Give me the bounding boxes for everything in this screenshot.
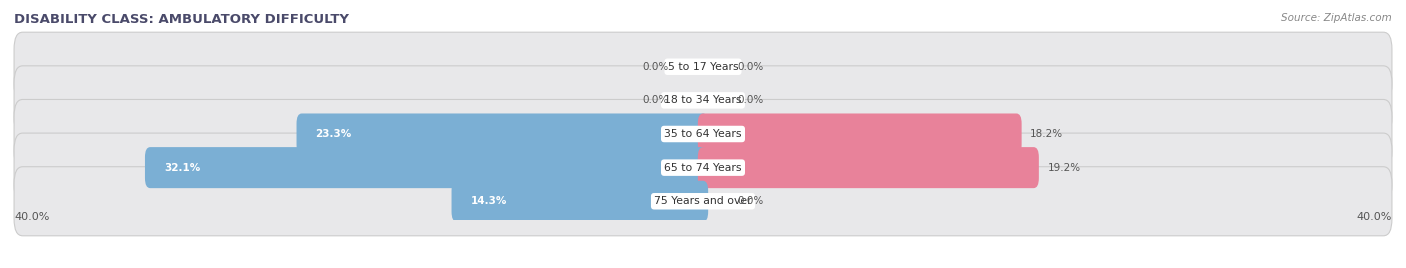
Text: 0.0%: 0.0% [643, 62, 669, 72]
Text: 40.0%: 40.0% [1357, 213, 1392, 222]
FancyBboxPatch shape [14, 167, 1392, 236]
Text: 0.0%: 0.0% [738, 196, 763, 206]
FancyBboxPatch shape [697, 147, 1039, 188]
Text: 0.0%: 0.0% [643, 95, 669, 105]
FancyBboxPatch shape [14, 66, 1392, 135]
Text: 14.3%: 14.3% [471, 196, 506, 206]
Text: 40.0%: 40.0% [14, 213, 49, 222]
FancyBboxPatch shape [451, 181, 709, 222]
FancyBboxPatch shape [297, 113, 709, 155]
Text: DISABILITY CLASS: AMBULATORY DIFFICULTY: DISABILITY CLASS: AMBULATORY DIFFICULTY [14, 13, 349, 27]
Text: 5 to 17 Years: 5 to 17 Years [668, 62, 738, 72]
Text: 35 to 64 Years: 35 to 64 Years [664, 129, 742, 139]
FancyBboxPatch shape [14, 32, 1392, 101]
Text: 18 to 34 Years: 18 to 34 Years [664, 95, 742, 105]
Text: Source: ZipAtlas.com: Source: ZipAtlas.com [1281, 13, 1392, 23]
Text: 75 Years and over: 75 Years and over [654, 196, 752, 206]
Text: 19.2%: 19.2% [1047, 163, 1081, 173]
Text: 18.2%: 18.2% [1031, 129, 1063, 139]
FancyBboxPatch shape [14, 133, 1392, 202]
Text: 32.1%: 32.1% [165, 163, 200, 173]
FancyBboxPatch shape [697, 113, 1022, 155]
FancyBboxPatch shape [145, 147, 709, 188]
FancyBboxPatch shape [14, 99, 1392, 169]
Text: 23.3%: 23.3% [315, 129, 352, 139]
Text: 0.0%: 0.0% [738, 95, 763, 105]
Text: 65 to 74 Years: 65 to 74 Years [664, 163, 742, 173]
Text: 0.0%: 0.0% [738, 62, 763, 72]
